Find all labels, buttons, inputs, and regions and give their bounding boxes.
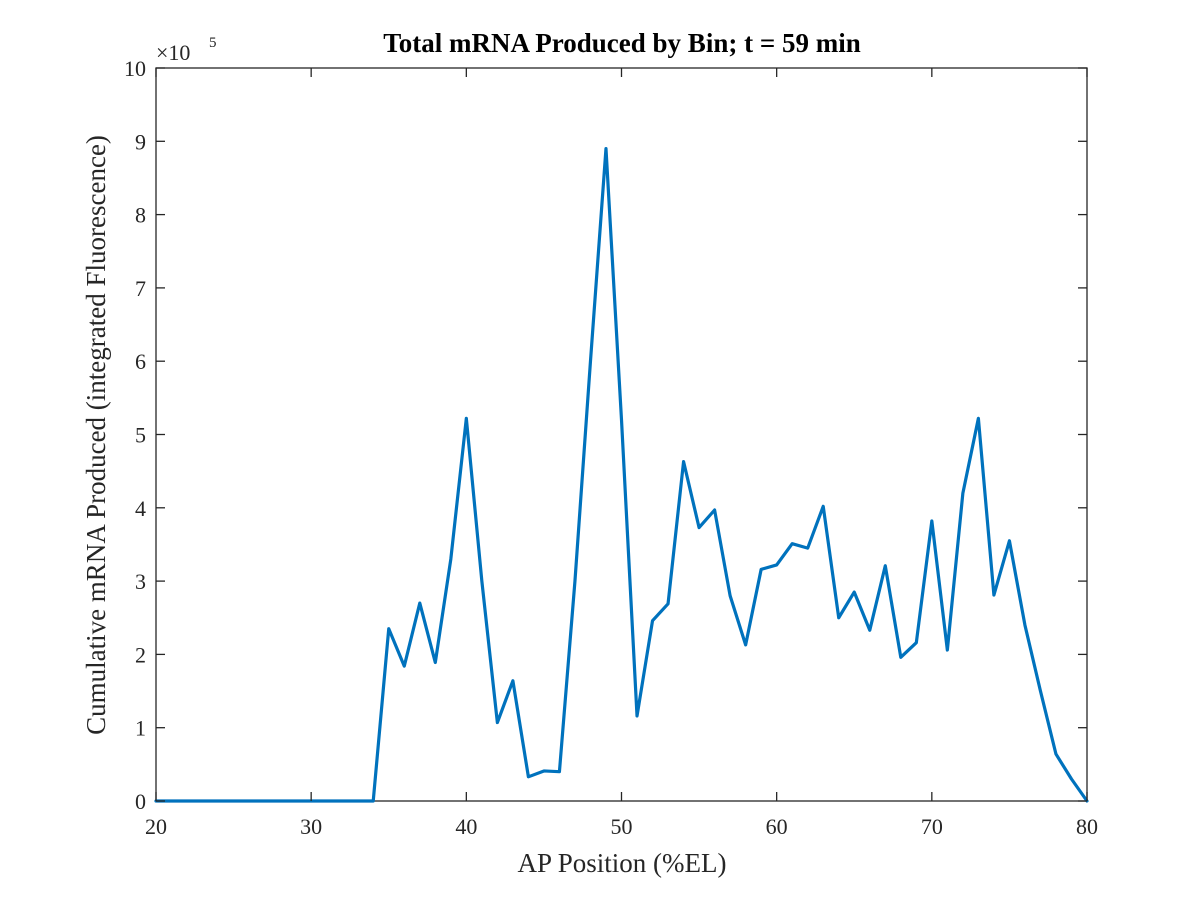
x-tick-label: 40 (455, 814, 477, 839)
y-axis-multiplier: ×10 5 (156, 35, 217, 65)
x-tick-label: 80 (1076, 814, 1098, 839)
x-tick-label: 50 (611, 814, 633, 839)
chart-title: Total mRNA Produced by Bin; t = 59 min (383, 28, 860, 58)
y-multiplier-exponent: 5 (209, 35, 217, 51)
y-tick-label: 3 (135, 569, 146, 594)
y-multiplier-label: ×10 (156, 40, 190, 65)
y-tick-label: 8 (135, 203, 146, 228)
x-tick-label: 70 (921, 814, 943, 839)
y-tick-label: 7 (135, 276, 146, 301)
x-axis-label: AP Position (%EL) (518, 848, 727, 878)
y-axis: 0 1 2 3 4 5 6 7 8 9 10 (124, 56, 1087, 814)
y-tick-label: 1 (135, 716, 146, 741)
y-tick-label: 0 (135, 789, 146, 814)
x-tick-label: 30 (300, 814, 322, 839)
y-tick-label: 10 (124, 56, 146, 81)
y-tick-label: 5 (135, 423, 146, 448)
y-axis-label: Cumulative mRNA Produced (integrated Flu… (81, 135, 111, 735)
x-axis: 20 30 40 50 60 70 80 (145, 68, 1098, 839)
x-tick-label: 60 (766, 814, 788, 839)
x-tick-label: 20 (145, 814, 167, 839)
y-tick-label: 6 (135, 349, 146, 374)
y-tick-label: 2 (135, 642, 146, 667)
y-tick-label: 4 (135, 496, 146, 521)
y-tick-label: 9 (135, 129, 146, 154)
